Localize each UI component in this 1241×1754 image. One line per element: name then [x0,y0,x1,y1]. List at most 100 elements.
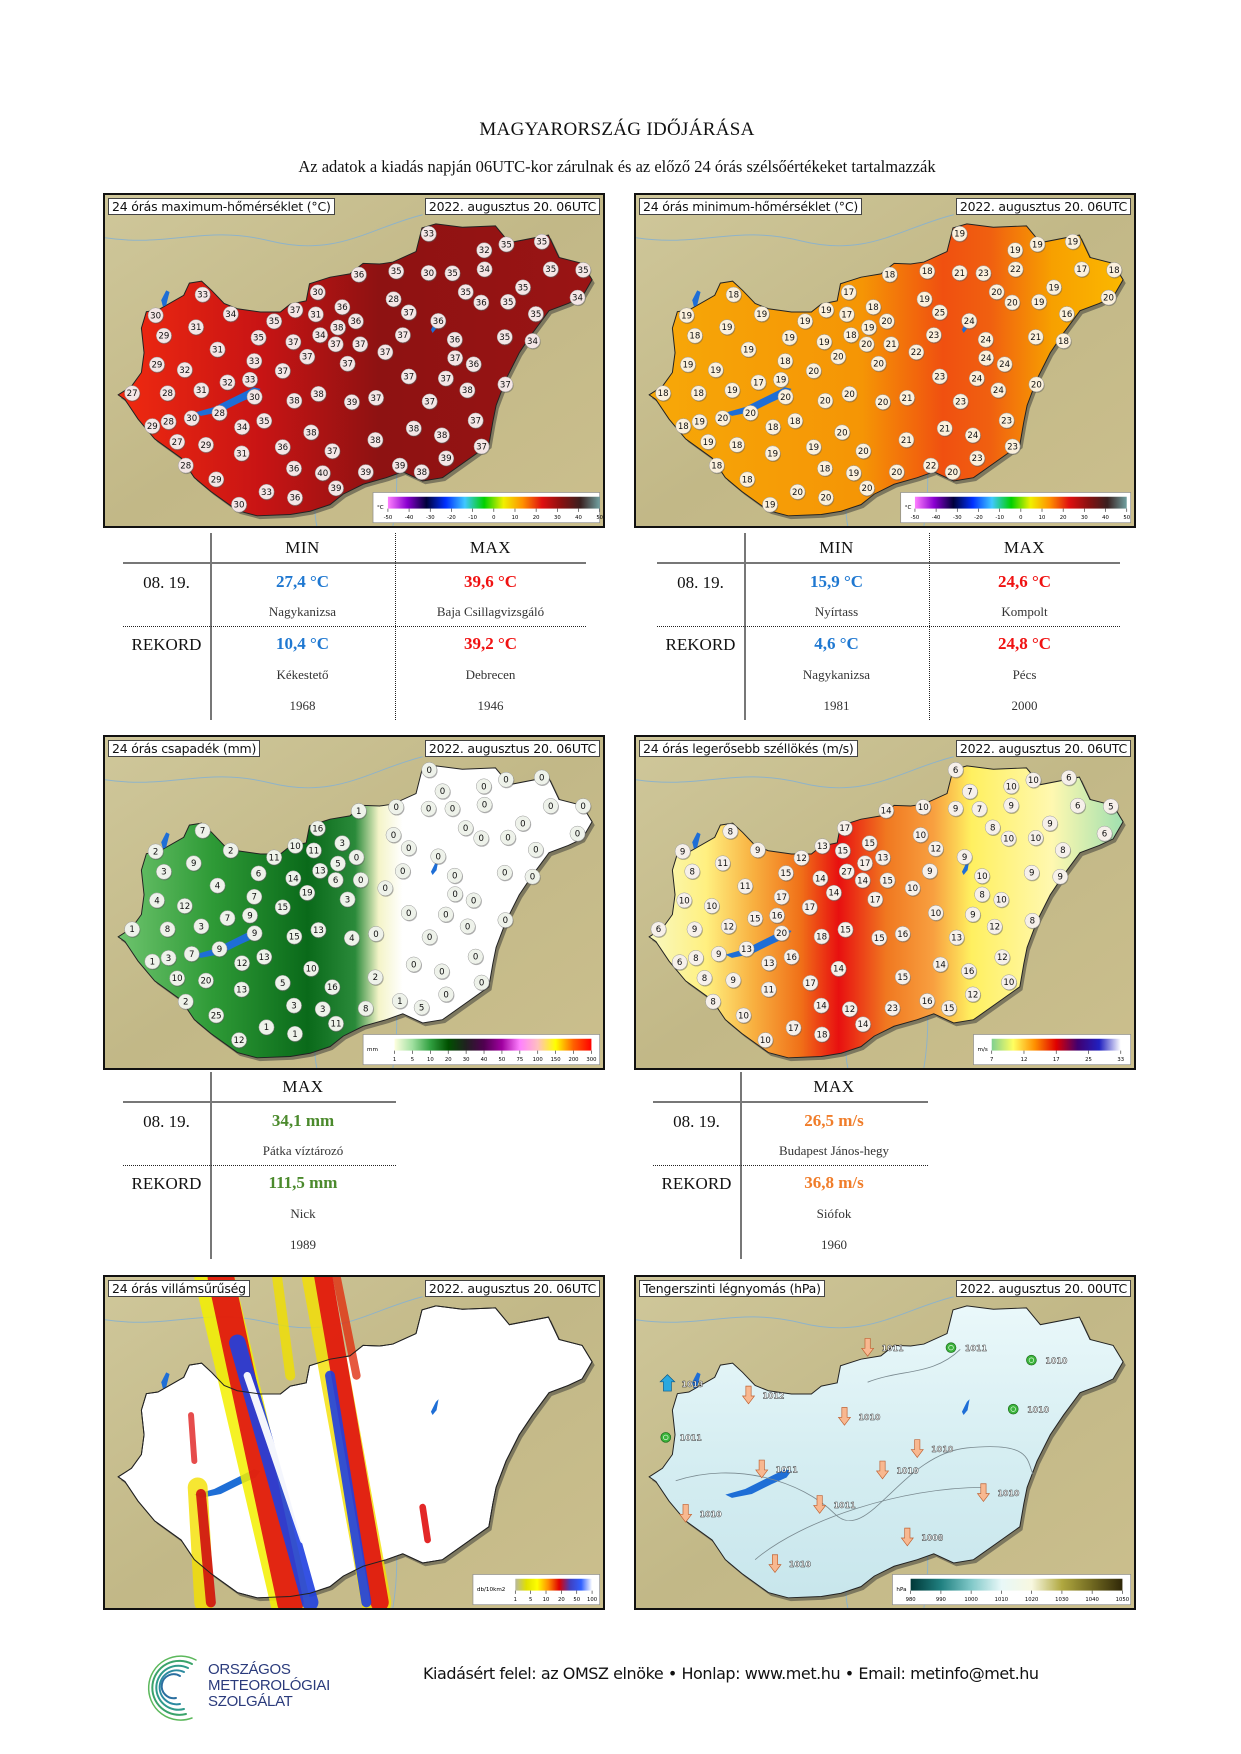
station-value: 6 [1102,830,1107,840]
station-marker: 0 [394,863,412,880]
station-dot [1007,261,1024,278]
station-dot [421,393,438,410]
station-dot [818,489,834,506]
column-header-min: MIN [285,538,320,557]
station-dot [498,236,515,253]
station-value: 22 [911,348,922,358]
station-value: 11 [717,859,728,869]
station-dot [400,368,417,385]
station-value: 17 [870,895,881,905]
legend-tick-label: -20 [447,515,456,521]
station-marker: 15 [834,842,852,860]
station-marker: 10 [1027,830,1044,847]
station-value: 21 [954,269,965,279]
station-value: 11 [740,882,751,892]
station-marker: 0 [476,796,493,814]
station-value: 21 [939,424,950,434]
station-dot [438,986,455,1003]
station-dot [805,439,822,455]
station-value: 8 [363,1004,368,1014]
station-dot [760,981,777,998]
station-value: 19 [1032,240,1043,250]
station-dot [405,420,422,437]
station-dot [884,1000,901,1016]
station-value: 15 [289,933,300,943]
pressure-value: 1011 [834,1501,856,1510]
station-marker: 10 [1025,772,1042,789]
station-dot [773,889,790,905]
station-value: 0 [393,803,398,813]
station-marker: 33 [246,353,263,370]
station-dot [690,385,707,402]
station-value: 9 [692,925,697,935]
station-marker: 35 [500,294,517,311]
station-marker: 8 [357,1000,375,1018]
station-value: 12 [179,902,190,912]
station-marker: 3 [160,950,177,967]
station-marker: 4 [149,892,166,909]
station-dot [836,820,853,836]
station-value: 0 [452,872,457,882]
station-marker: 19 [680,356,697,374]
station-dot [198,972,214,989]
station-marker: 35 [256,413,273,430]
station-marker: 37 [400,368,418,385]
record-max-location: Nick [290,1206,316,1221]
station-dot [193,382,210,399]
station-value: 18 [922,267,933,277]
station-value: 0 [440,787,445,797]
station-value: 15 [780,869,791,879]
station-value: 36 [468,360,479,370]
station-dot [420,225,437,242]
station-value: 19 [743,345,754,355]
max-temperature-map: 33 32 35 35 36 35 30 35 34 35 35 30 28 35 36 35 35 34 33 30… [103,193,605,528]
legend-tick-label: -10 [468,515,477,521]
station-marker: 12 [927,840,945,858]
station-value: 17 [841,310,852,320]
station-marker: 19 [1031,294,1048,311]
station-dot [467,412,484,429]
station-marker: 19 [1064,233,1082,251]
station-value: 12 [237,959,248,969]
station-value: 24 [980,336,991,346]
station-marker: 30 [231,496,248,514]
falling-pressure-arrow-icon [813,1495,827,1514]
station-value: 10 [918,803,929,813]
station-dot [749,842,766,858]
station-marker: 9 [674,843,691,860]
station-dot [258,484,275,500]
river [636,756,954,789]
station-dot [761,955,777,971]
station-dot [919,263,936,280]
station-dot [185,855,202,872]
station-marker: 24 [977,331,995,349]
station-value: 9 [680,847,685,857]
legend-tick-label: 1020 [1025,1597,1038,1603]
station-dot [343,930,360,946]
station-value: 18 [731,441,742,451]
page-title: MAGYARORSZÁG IDŐJÁRÁSA [479,119,755,140]
station-value: 35 [391,267,402,277]
station-marker: 19 [781,329,798,347]
station-marker: 1 [287,1026,304,1043]
station-value: 0 [439,967,444,977]
station-value: 9 [970,910,975,920]
pressure-value: 1010 [858,1413,881,1422]
station-dot [233,445,250,462]
station-dot [496,864,513,881]
station-dot [457,820,474,836]
station-value: 19 [767,449,778,459]
station-dot [391,993,408,1009]
station-value: 0 [443,910,448,920]
station-dot [1004,438,1021,455]
station-marker: 0 [421,762,438,779]
station-dot [430,313,447,329]
legend-tick-label: -10 [995,515,1004,521]
color-legend: db/10km2 1 5 10 20 50 100 [472,1574,601,1606]
station-marker: 14 [826,884,843,902]
station-marker: 19 [691,413,708,431]
map-date: 2022. augusztus 20. 06UTC [424,740,600,757]
station-marker: 8 [1054,842,1072,859]
station-marker: 20 [1100,289,1117,307]
station-marker: 28 [211,405,228,422]
